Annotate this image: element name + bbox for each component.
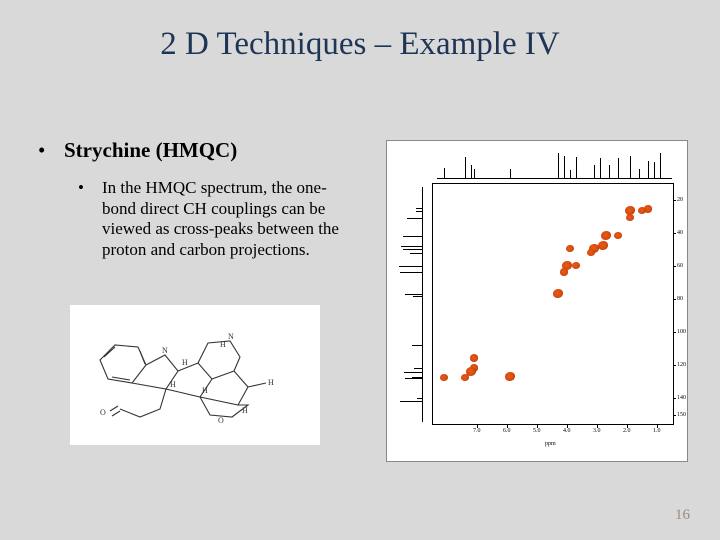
bullet-level2: In the HMQC spectrum, the one-bond direc…: [80, 178, 340, 261]
cross-peak: [560, 268, 568, 275]
cross-peak: [470, 354, 478, 361]
bullet2-text: In the HMQC spectrum, the one-bond direc…: [80, 178, 340, 261]
cross-peak: [587, 249, 595, 256]
svg-text:H: H: [182, 358, 188, 367]
carbon-projection: [393, 187, 423, 422]
slide: 2 D Techniques – Example IV Strychine (H…: [0, 0, 720, 540]
molecule-figure: N N O O H H H H H H: [70, 305, 320, 445]
y-tick-label: 150: [677, 412, 686, 418]
cross-peak: [598, 241, 608, 250]
y-tick-label: 60: [677, 263, 683, 269]
y-tick-label: 40: [677, 230, 683, 236]
cross-peak: [553, 289, 563, 298]
molecule-svg: N N O O H H H H H H: [70, 305, 320, 445]
x-tick-label: 3.0: [593, 428, 601, 434]
svg-text:H: H: [202, 386, 208, 395]
bullet-level1: Strychine (HMQC): [40, 138, 237, 163]
x-tick-label: 4.0: [563, 428, 571, 434]
x-tick-label: 5.0: [533, 428, 541, 434]
x-tick-label: 2.0: [623, 428, 631, 434]
slide-title: 2 D Techniques – Example IV: [0, 26, 720, 63]
cross-peak: [626, 214, 634, 221]
spectrum-plot-frame: [432, 183, 674, 425]
svg-text:O: O: [218, 416, 224, 425]
y-axis: 20 40 60 80 100 120 140 150: [673, 183, 687, 423]
y-tick-label: 140: [677, 395, 686, 401]
cross-peak: [505, 372, 515, 381]
y-tick-label: 120: [677, 362, 686, 368]
x-axis-label: ppm: [545, 441, 556, 447]
svg-text:H: H: [268, 378, 274, 387]
x-tick-label: 1.0: [653, 428, 661, 434]
svg-text:O: O: [100, 408, 106, 417]
svg-text:H: H: [170, 380, 176, 389]
y-tick-label: 100: [677, 329, 686, 335]
cross-peak: [601, 231, 611, 240]
proton-projection: [437, 149, 672, 179]
x-tick-label: 6.0: [503, 428, 511, 434]
x-tick-label: 7.0: [473, 428, 481, 434]
cross-peak: [572, 262, 580, 269]
svg-text:N: N: [228, 332, 234, 341]
hmqc-spectrum: 1.0 2.0 3.0 4.0 5.0 6.0 7.0 20 40 60 80 100 120 140 1…: [386, 140, 688, 462]
svg-text:H: H: [242, 406, 248, 415]
bullet1-text: Strychine (HMQC): [40, 138, 237, 162]
page-number: 16: [675, 507, 690, 524]
svg-text:N: N: [162, 346, 168, 355]
svg-text:H: H: [220, 340, 226, 349]
y-tick-label: 20: [677, 197, 683, 203]
y-tick-label: 80: [677, 296, 683, 302]
